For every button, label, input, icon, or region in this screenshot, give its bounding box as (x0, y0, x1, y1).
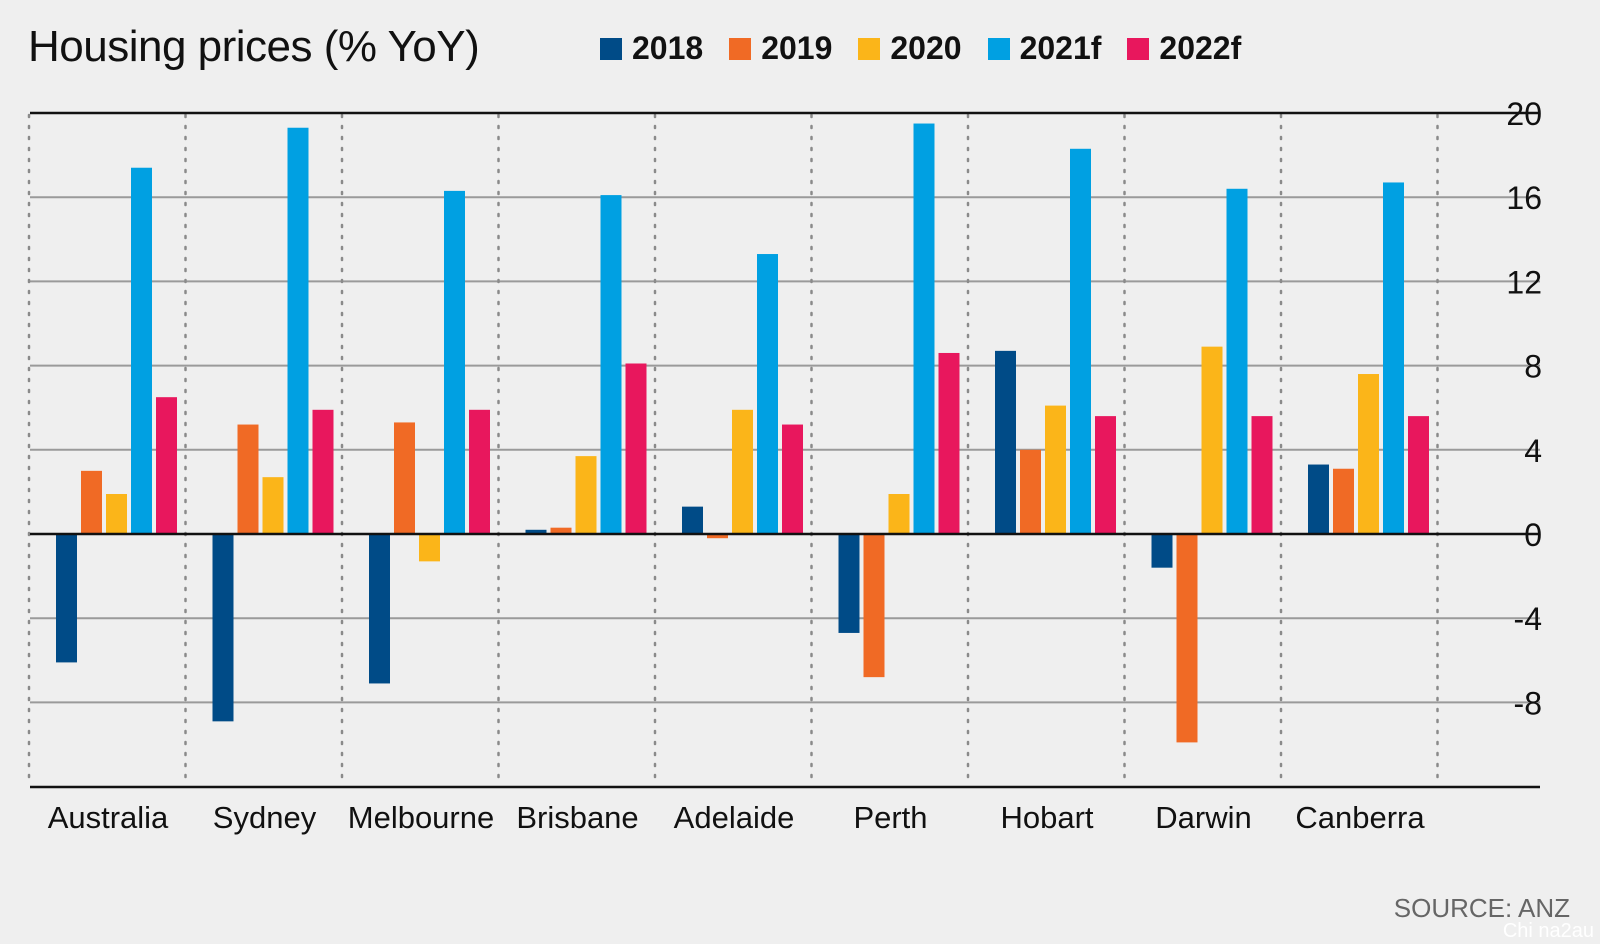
x-category-label: Australia (48, 800, 169, 835)
bar-2021f-perth (913, 123, 935, 535)
bar-2020-melbourne (419, 534, 440, 562)
bar-2021f-australia (131, 167, 152, 535)
bar-2021f-adelaide (757, 254, 778, 534)
bar-2022f-hobart (1095, 416, 1116, 534)
bar-2020-adelaide (732, 409, 753, 534)
bar-2018-adelaide (682, 506, 703, 534)
legend-swatch (729, 37, 752, 60)
bar-2021f-brisbane (600, 195, 622, 534)
bar-2018-hobart (995, 350, 1016, 534)
bar-2019-darwin (1176, 534, 1198, 743)
bar-2020-sydney (262, 477, 284, 534)
bar-2022f-perth (938, 352, 960, 534)
legend-label: 2020 (890, 30, 962, 66)
legend-label: 2022f (1159, 30, 1242, 66)
bar-2019-sydney (237, 424, 259, 534)
legend-item-2021f: 2021f (987, 30, 1102, 67)
y-tick-label: 0 (1524, 517, 1542, 553)
y-tick-label: 20 (1506, 96, 1542, 132)
x-category-label: Canberra (1295, 800, 1425, 835)
legend-swatch (600, 37, 622, 60)
bar-2022f-canberra (1408, 416, 1429, 534)
bar-2019-brisbane (550, 527, 572, 534)
bar-2021f-canberra (1383, 182, 1404, 534)
legend-item-2020: 2020 (858, 30, 962, 67)
bar-2022f-adelaide (782, 424, 803, 534)
bar-2019-adelaide (707, 534, 728, 539)
bar-2020-darwin (1201, 346, 1223, 534)
bar-2021f-darwin (1226, 188, 1248, 534)
source-note: SOURCE: ANZ (1393, 893, 1570, 923)
bar-2018-melbourne (369, 534, 390, 684)
x-category-label: Hobart (1000, 800, 1093, 835)
y-tick-label: 8 (1524, 349, 1542, 385)
bar-2018-brisbane (525, 529, 547, 534)
bar-2018-darwin (1151, 534, 1173, 568)
bar-2019-perth (863, 534, 885, 678)
x-category-label: Brisbane (516, 800, 638, 835)
bar-2021f-hobart (1070, 148, 1091, 534)
bar-2018-sydney (212, 534, 234, 722)
x-category-label: Darwin (1155, 800, 1251, 835)
legend-item-2022f: 2022f (1127, 30, 1241, 67)
bar-2019-melbourne (394, 422, 415, 534)
legend-label: 2018 (632, 30, 704, 66)
x-category-label: Melbourne (348, 800, 494, 835)
bar-2022f-brisbane (625, 363, 647, 534)
legend-label: 2021f (1019, 30, 1102, 66)
legend-swatch (1127, 37, 1150, 60)
bars (56, 123, 1429, 743)
bar-2022f-melbourne (469, 409, 490, 534)
bar-2020-brisbane (575, 456, 597, 534)
legend-swatch (987, 37, 1010, 60)
y-tick-label: 4 (1524, 433, 1542, 469)
y-tick-label: 12 (1506, 264, 1542, 300)
y-tick-label: -4 (1514, 601, 1542, 637)
y-tick-label: -8 (1514, 685, 1542, 721)
bar-2020-hobart (1045, 405, 1066, 534)
bar-2019-canberra (1333, 468, 1354, 534)
bar-2022f-australia (156, 397, 177, 534)
bar-2020-perth (888, 494, 910, 534)
bar-2019-australia (81, 470, 102, 534)
legend-label: 2019 (761, 30, 833, 66)
chart-title: Housing prices (% YoY) (28, 22, 480, 71)
legend-item-2018: 2018 (600, 30, 703, 67)
x-category-label: Sydney (213, 800, 317, 835)
legend-swatch (858, 37, 881, 60)
bar-2018-australia (56, 534, 77, 663)
watermark: Chi na2au (1502, 920, 1594, 942)
bar-2020-canberra (1358, 374, 1379, 534)
bar-2019-hobart (1020, 449, 1041, 534)
bar-2018-canberra (1308, 464, 1329, 534)
x-category-label: Adelaide (674, 800, 795, 835)
y-tick-label: 16 (1506, 180, 1542, 216)
legend: 2018 2019 2020 2021f 2022f (600, 30, 1267, 67)
gridlines (27, 113, 1540, 783)
x-category-label: Perth (853, 800, 927, 835)
bar-2018-perth (838, 534, 860, 633)
axes (30, 111, 1540, 789)
labels: 20 16 12 8 4 0 -4 -8 Australia Sydney Melbourne Bri… (48, 96, 1542, 835)
bar-2022f-sydney (312, 409, 334, 534)
bar-2021f-sydney (287, 127, 309, 535)
bar-2022f-darwin (1251, 416, 1273, 534)
bar-2020-australia (106, 494, 127, 534)
legend-item-2019: 2019 (729, 30, 832, 67)
bar-2021f-melbourne (444, 190, 465, 534)
